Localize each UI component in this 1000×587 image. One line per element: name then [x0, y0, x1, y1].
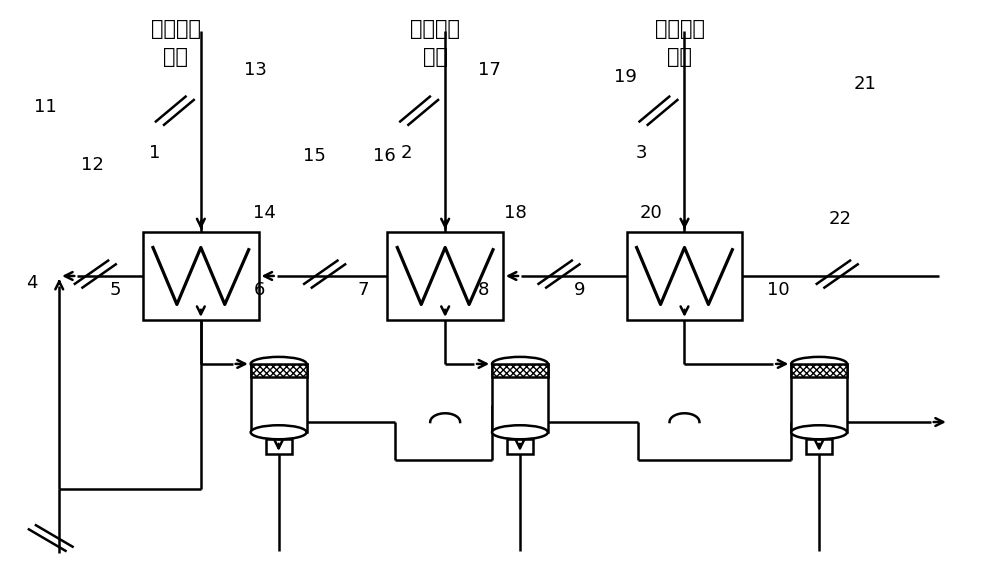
Bar [791, 364, 847, 432]
Bar [387, 232, 503, 320]
Ellipse shape [791, 425, 847, 439]
Bar [806, 439, 832, 454]
Text: 14: 14 [253, 204, 276, 222]
Text: 3: 3 [636, 144, 647, 162]
Bar [492, 364, 548, 377]
Text: 16: 16 [373, 147, 396, 165]
Text: 4: 4 [26, 274, 38, 292]
Text: 9: 9 [574, 281, 585, 299]
Text: 19: 19 [614, 68, 637, 86]
Ellipse shape [791, 357, 847, 371]
Text: 20: 20 [640, 204, 662, 222]
Text: 13: 13 [244, 61, 267, 79]
Ellipse shape [492, 425, 548, 439]
Ellipse shape [492, 357, 548, 371]
Text: 2: 2 [400, 144, 412, 162]
Bar [251, 364, 307, 432]
Bar [627, 232, 742, 320]
Text: 18: 18 [504, 204, 527, 222]
Text: 7: 7 [357, 281, 369, 299]
Text: 6: 6 [254, 281, 265, 299]
Bar [143, 232, 259, 320]
Bar [507, 439, 533, 454]
Text: 12: 12 [81, 156, 104, 174]
Text: 5: 5 [109, 281, 121, 299]
Bar [266, 439, 292, 454]
Text: 低压混合
工质: 低压混合 工质 [654, 19, 704, 67]
Text: 10: 10 [767, 281, 790, 299]
Text: 8: 8 [478, 281, 489, 299]
Ellipse shape [251, 425, 307, 439]
Text: 1: 1 [149, 144, 160, 162]
Text: 21: 21 [854, 75, 877, 93]
Bar [251, 364, 307, 377]
Bar [791, 364, 847, 377]
Ellipse shape [251, 357, 307, 371]
Text: 15: 15 [303, 147, 325, 165]
Text: 高压混合
工质: 高压混合 工质 [151, 19, 201, 67]
Bar [492, 364, 548, 432]
Text: 22: 22 [829, 210, 852, 228]
Text: 中压混合
工质: 中压混合 工质 [410, 19, 460, 67]
Text: 17: 17 [478, 61, 501, 79]
Text: 11: 11 [34, 97, 57, 116]
